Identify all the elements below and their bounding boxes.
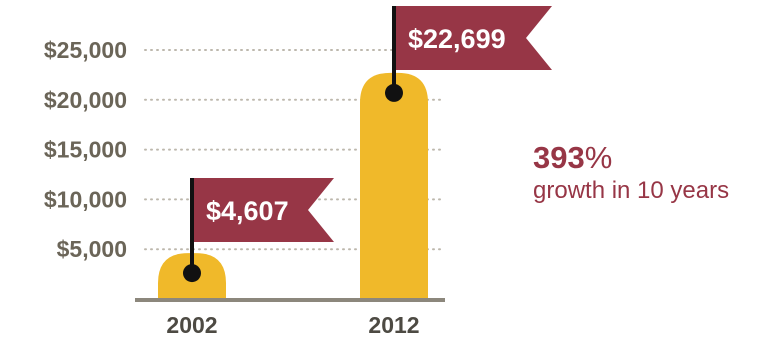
x-axis-labels: 2002 2012 — [166, 312, 419, 338]
y-tick-label: $20,000 — [44, 87, 127, 113]
x-tick-label: 2002 — [166, 312, 217, 338]
y-tick-label: $5,000 — [57, 236, 127, 262]
growth-percent-sign: % — [584, 140, 613, 175]
y-tick-label: $15,000 — [44, 137, 127, 163]
value-flag-2002 — [194, 178, 334, 242]
flag-pin — [385, 83, 403, 102]
growth-percent: 393% — [533, 142, 729, 173]
growth-note: growth in 10 years — [533, 177, 730, 204]
x-tick-label: 2012 — [368, 312, 419, 338]
value-label: $22,699 — [408, 24, 506, 54]
value-flags: $4,607 $22,699 — [183, 6, 552, 283]
y-tick-label: $25,000 — [44, 37, 127, 63]
flag-pin — [183, 264, 201, 283]
growth-percent-number: 393 — [533, 140, 585, 175]
value-flag-2012 — [396, 6, 552, 70]
bars — [158, 72, 428, 299]
bar-2012 — [360, 72, 428, 299]
y-tick-label: $10,000 — [44, 186, 127, 212]
growth-annotation: 393% growth in 10 years — [533, 142, 729, 203]
y-axis-labels: $5,000 $10,000 $15,000 $20,000 $25,000 — [44, 37, 127, 262]
value-label: $4,607 — [206, 196, 289, 226]
